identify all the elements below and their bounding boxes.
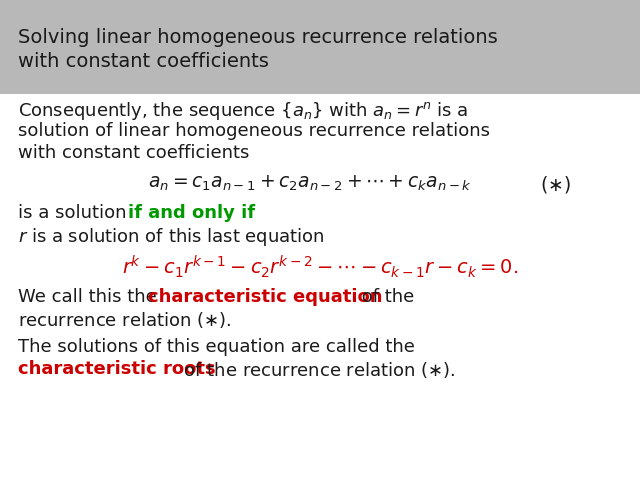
Text: $r^k - c_1r^{k-1} - c_2r^{k-2} - \cdots - c_{k-1}r - c_k = 0.$: $r^k - c_1r^{k-1} - c_2r^{k-2} - \cdots …	[122, 254, 518, 280]
Text: of the recurrence relation $(\ast)$.: of the recurrence relation $(\ast)$.	[178, 360, 456, 380]
Text: solution of linear homogeneous recurrence relations: solution of linear homogeneous recurrenc…	[18, 122, 490, 140]
Text: is a solution: is a solution	[18, 204, 132, 222]
Text: Solving linear homogeneous recurrence relations: Solving linear homogeneous recurrence re…	[18, 28, 498, 47]
Text: if and only if: if and only if	[128, 204, 255, 222]
Text: with constant coefficients: with constant coefficients	[18, 144, 250, 162]
Text: $a_n = c_1 a_{n-1} + c_2 a_{n-2} + \cdots + c_k a_{n-k}$: $a_n = c_1 a_{n-1} + c_2 a_{n-2} + \cdot…	[148, 174, 472, 193]
Text: Consequently, the sequence $\{a_n\}$ with $a_n = r^n$ is a: Consequently, the sequence $\{a_n\}$ wit…	[18, 100, 468, 122]
Text: $r$ is a solution of this last equation: $r$ is a solution of this last equation	[18, 226, 324, 248]
Text: The solutions of this equation are called the: The solutions of this equation are calle…	[18, 338, 415, 356]
Text: $(\ast)$: $(\ast)$	[540, 174, 570, 195]
Text: with constant coefficients: with constant coefficients	[18, 52, 269, 71]
Text: of the: of the	[356, 288, 414, 306]
Text: characteristic equation: characteristic equation	[148, 288, 383, 306]
Text: We call this the: We call this the	[18, 288, 163, 306]
Text: characteristic roots: characteristic roots	[18, 360, 216, 378]
Text: recurrence relation $(\ast)$.: recurrence relation $(\ast)$.	[18, 310, 231, 330]
FancyBboxPatch shape	[0, 0, 640, 94]
